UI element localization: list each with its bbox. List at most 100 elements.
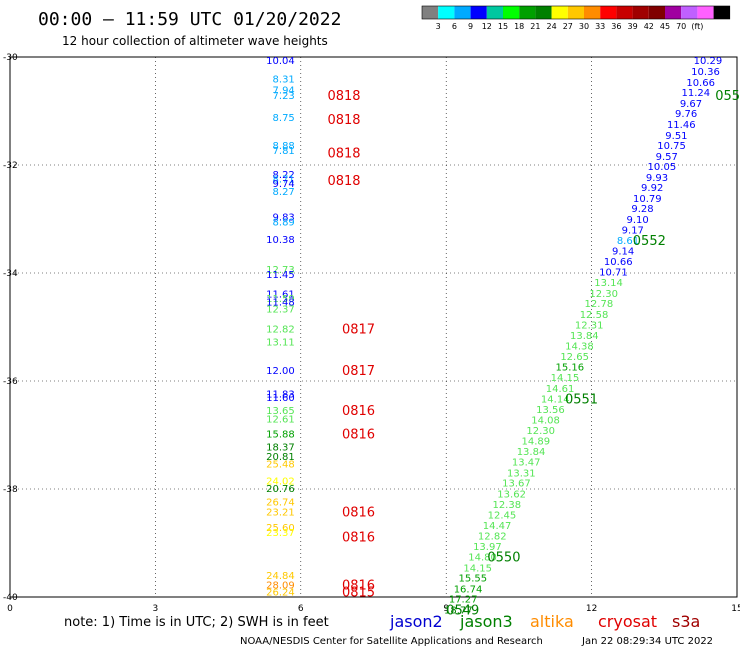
swh-value: 14.89 <box>522 436 551 447</box>
swh-value: 13.62 <box>497 489 526 500</box>
legend-swatch <box>600 6 617 19</box>
legend-label: 12 <box>482 22 492 31</box>
swh-value: 8.88 <box>273 141 295 152</box>
legend-swatch <box>567 6 584 19</box>
legend-swatch <box>486 6 503 19</box>
swh-value: 7.81 <box>273 146 295 157</box>
pass-time-label: 0816 <box>342 506 375 521</box>
swh-value: 8.89 <box>273 218 295 229</box>
x-tick-label: 3 <box>153 604 159 614</box>
swh-value: 12.30 <box>526 426 555 437</box>
swh-value: 12.73 <box>266 265 295 276</box>
swh-value: 13.84 <box>570 331 599 342</box>
swh-value: 14.15 <box>463 563 492 574</box>
legend-label: 39 <box>628 22 638 31</box>
legend-swatch <box>454 6 471 19</box>
pass-time-label: 0550 <box>487 551 520 566</box>
swh-value: 26.24 <box>266 588 295 599</box>
swh-value: 10.75 <box>657 141 686 152</box>
y-tick-label: -30 <box>3 53 18 63</box>
plot-border <box>9 56 738 598</box>
legend-label: 45 <box>660 22 670 31</box>
x-tick-label: 15 <box>731 604 740 614</box>
swh-value: 8.61 <box>617 236 639 247</box>
legend-label: 3 <box>436 22 441 31</box>
satellite-cryosat: cryosat <box>598 612 657 631</box>
legend-label: (ft) <box>691 22 703 31</box>
swh-value: 26.74 <box>266 497 295 508</box>
x-tick-label: 6 <box>298 604 304 614</box>
y-tick-label: -34 <box>3 269 18 279</box>
swh-value: 9.74 <box>273 179 295 190</box>
chart-subtitle: 12 hour collection of altimeter wave hei… <box>62 34 328 48</box>
legend-swatch <box>681 6 698 19</box>
legend-swatch <box>697 6 714 19</box>
legend-label: 70 <box>676 22 686 31</box>
pass-time-label: 0815 <box>342 586 375 601</box>
x-tick-label: 12 <box>586 604 597 614</box>
swh-value: 15.88 <box>266 429 295 440</box>
swh-value: 10.05 <box>648 162 677 173</box>
swh-value: 11.83 <box>266 389 295 400</box>
pass-time-labels: 0818 0818 0818 0818 0817 0817 0816 0816 0816 0816… <box>327 89 740 619</box>
swh-value: 12.30 <box>589 289 618 300</box>
legend-swatch <box>535 6 552 19</box>
swh-value: 7.94 <box>273 85 295 96</box>
swh-value: 24.84 <box>266 571 295 582</box>
swh-value: 20.81 <box>266 452 295 463</box>
swh-value: 15.55 <box>459 574 488 585</box>
swh-value: 9.57 <box>656 152 678 163</box>
swh-value: 16.74 <box>454 584 483 595</box>
swh-value: 20.76 <box>266 484 295 495</box>
swh-value: 18.77 <box>444 605 473 616</box>
pass-time-label: 0553 <box>715 89 740 104</box>
swh-value: 10.79 <box>633 194 662 205</box>
y-tick-label: -38 <box>3 485 18 495</box>
swh-value: 12.31 <box>575 320 604 331</box>
pass-time-label: 0818 <box>327 174 360 189</box>
swh-value: 13.67 <box>502 479 531 490</box>
legend-label: 18 <box>514 22 524 31</box>
swh-value: 10.36 <box>691 67 720 78</box>
legend-swatch <box>632 6 649 19</box>
swh-value: 12.00 <box>266 366 295 377</box>
y-tick-label: -40 <box>3 593 18 603</box>
pass-time-label: 0818 <box>327 113 360 128</box>
swh-value: 25.60 <box>266 523 295 534</box>
footer-credit: NOAA/NESDIS Center for Satellite Applica… <box>240 636 543 647</box>
satellite-jason2: jason2 <box>389 612 443 631</box>
swh-value: 12.45 <box>488 510 517 521</box>
legend-frame <box>421 5 731 20</box>
legend-swatch <box>551 6 568 19</box>
swh-value: 12.38 <box>492 500 521 511</box>
y-axis-ticks: -30 -32 -34 -36 -38 -40 <box>3 53 18 603</box>
swh-value: 9.14 <box>612 246 634 257</box>
swh-value: 11.59 <box>266 294 295 305</box>
swh-value: 10.66 <box>686 78 715 89</box>
swh-value: 12.82 <box>266 325 295 336</box>
swh-value: 11.46 <box>667 120 696 131</box>
swh-value: 12.37 <box>266 305 295 316</box>
pass-time-label: 0549 <box>446 603 479 618</box>
swh-value: 11.61 <box>266 290 295 301</box>
swh-value: 11.45 <box>266 270 295 281</box>
legend-label: 21 <box>530 22 540 31</box>
plot-area <box>9 56 738 598</box>
swh-value: 8.75 <box>273 113 295 124</box>
swh-value: 25.48 <box>266 460 295 471</box>
y-tick-label: -32 <box>3 161 18 171</box>
swh-value: 13.84 <box>517 447 546 458</box>
legend-swatch <box>616 6 633 19</box>
swh-value: 12.78 <box>585 299 614 310</box>
swh-value: 8.31 <box>273 75 295 86</box>
legend-label: 33 <box>595 22 605 31</box>
legend-swatch <box>648 6 665 19</box>
swh-value: 10.29 <box>694 56 723 67</box>
swh-value: 9.76 <box>675 109 697 120</box>
swh-value: 13.47 <box>512 457 541 468</box>
swh-value: 13.97 <box>473 542 502 553</box>
color-scale-legend: 3 6 9 12 15 18 21 24 27 30 33 36 39 42 45 70 (ft) <box>421 5 731 31</box>
swh-value: 9.92 <box>641 183 663 194</box>
swh-value: 9.83 <box>273 212 295 223</box>
